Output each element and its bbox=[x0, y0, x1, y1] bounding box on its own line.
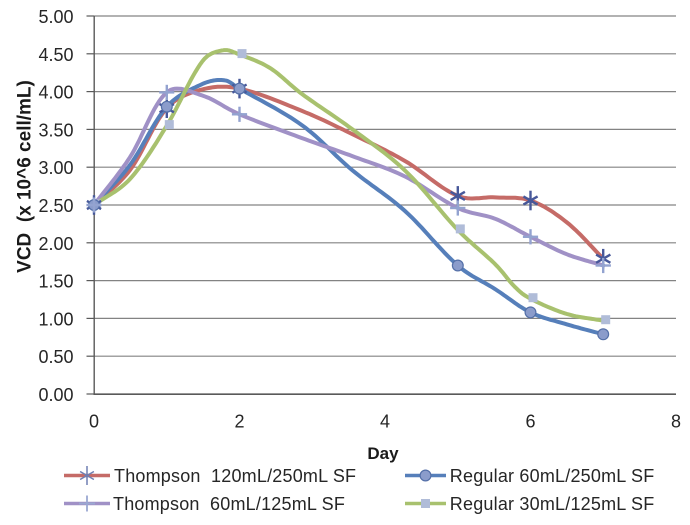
svg-text:Regular 30mL/125mL SF: Regular 30mL/125mL SF bbox=[450, 494, 655, 514]
svg-text:4.50: 4.50 bbox=[38, 45, 73, 65]
svg-text:4.00: 4.00 bbox=[38, 83, 73, 103]
svg-text:Regular 60mL/250mL SF: Regular 60mL/250mL SF bbox=[450, 466, 655, 486]
svg-text:0.50: 0.50 bbox=[38, 347, 73, 367]
svg-text:2.50: 2.50 bbox=[38, 196, 73, 216]
svg-text:Day: Day bbox=[367, 444, 399, 463]
svg-text:6: 6 bbox=[525, 412, 535, 432]
svg-text:1.50: 1.50 bbox=[38, 272, 73, 292]
svg-text:Thompson 120mL/250mL SF: Thompson 120mL/250mL SF bbox=[114, 466, 356, 486]
svg-text:3.00: 3.00 bbox=[38, 158, 73, 178]
svg-text:2.00: 2.00 bbox=[38, 234, 73, 254]
svg-text:2: 2 bbox=[234, 412, 244, 432]
svg-text:5.00: 5.00 bbox=[38, 7, 73, 27]
svg-text:Thompson 60mL/125mL SF: Thompson 60mL/125mL SF bbox=[113, 494, 345, 514]
svg-text:0: 0 bbox=[89, 412, 99, 432]
svg-text:3.50: 3.50 bbox=[38, 120, 73, 140]
svg-text:VCD (x 10^6 cell/mL): VCD (x 10^6 cell/mL) bbox=[15, 80, 36, 273]
svg-text:0.00: 0.00 bbox=[38, 385, 73, 405]
svg-text:8: 8 bbox=[671, 412, 681, 432]
svg-text:1.00: 1.00 bbox=[38, 309, 73, 329]
svg-text:4: 4 bbox=[380, 412, 390, 432]
